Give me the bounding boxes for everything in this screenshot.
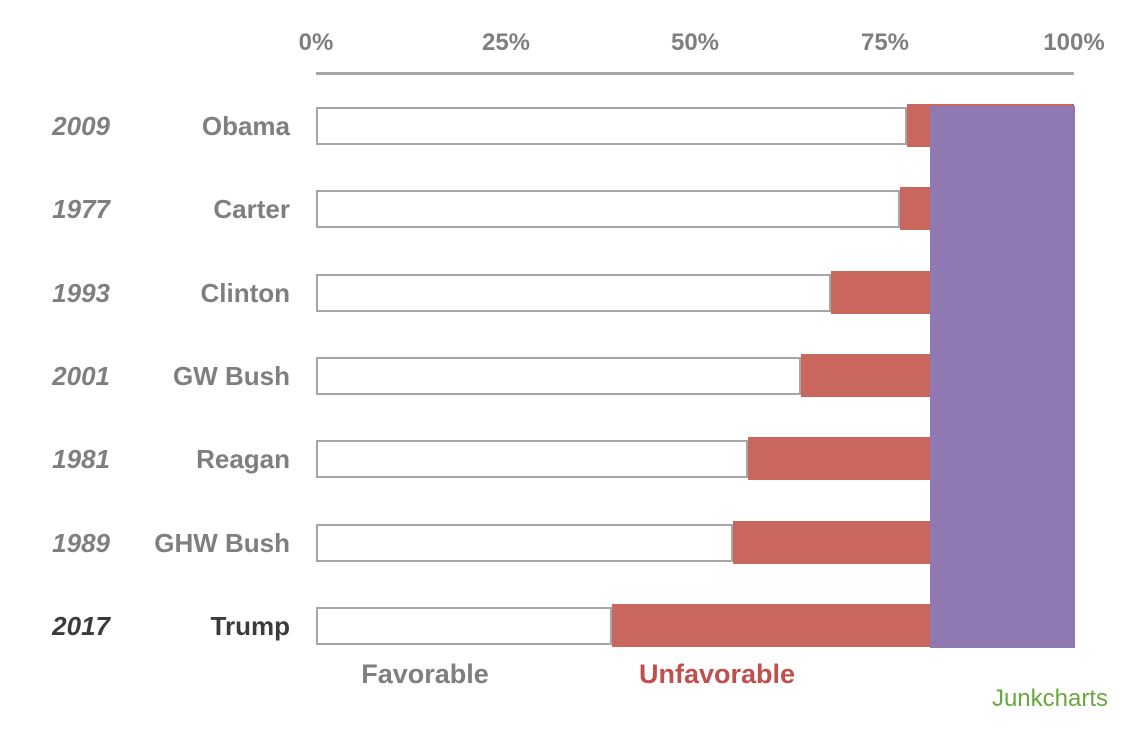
row-president-label: Reagan [196,444,290,474]
row-president-label: Obama [201,111,290,141]
favorable-bar [316,190,900,228]
row-year-label: 1993 [52,278,110,308]
x-axis-tick-label: 0% [298,29,334,56]
row-president-label: Trump [210,611,290,641]
favorable-bar [316,274,831,312]
x-axis-tick-label: 50% [670,29,720,56]
row-president-label: GW Bush [173,361,290,391]
x-axis-tick-label: 100% [1043,29,1105,56]
row-year-label: 2009 [52,111,110,141]
row-year-label: 1981 [52,444,110,474]
favorable-bar [316,440,748,478]
favorable-bar [316,524,733,562]
purple-overlay-rectangle [930,106,1075,648]
favorable-bar [316,107,907,145]
row-president-label: GHW Bush [154,528,290,558]
x-axis-tick-label: 75% [860,29,910,56]
row-president-label: Carter [213,194,290,224]
row-year-label: 1989 [52,528,110,558]
row-year-label: 2001 [52,361,110,391]
legend-unfavorable: Unfavorable [638,659,796,689]
row-year-label: 2017 [52,611,110,641]
row-year-label: 1977 [52,194,110,224]
junkcharts-signature: Junkcharts [991,685,1108,712]
legend-favorable: Favorable [361,659,489,689]
favorable-bar [316,357,801,395]
x-axis-tick-label: 25% [481,29,531,56]
favorable-bar [316,607,612,645]
x-axis-line [316,72,1074,75]
row-president-label: Clinton [200,278,290,308]
